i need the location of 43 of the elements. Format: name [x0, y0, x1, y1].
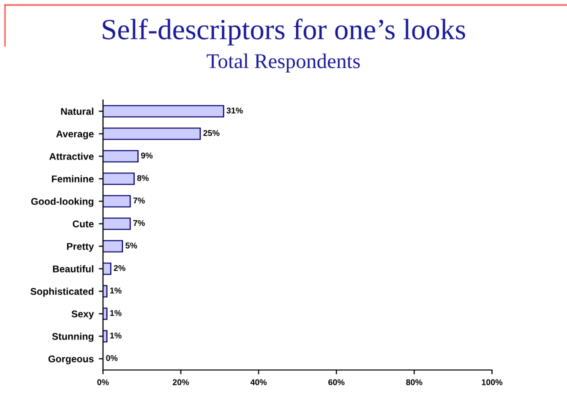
- y-tick-label: Feminine: [52, 175, 94, 182]
- bar: [103, 308, 108, 320]
- bar: [103, 172, 135, 185]
- chart-subtitle: Total Respondents: [206, 54, 360, 72]
- x-tick-label: 20%: [172, 379, 189, 386]
- x-tick-label: 0%: [97, 379, 109, 386]
- bar: [103, 195, 131, 208]
- y-tick-label: Good-looking: [31, 198, 94, 207]
- bar: [103, 128, 201, 140]
- x-tick-label: 40%: [250, 379, 267, 386]
- bar: [103, 218, 131, 230]
- data-label: 0%: [106, 355, 118, 361]
- data-label: 1%: [110, 310, 122, 316]
- y-tick-label: Beautiful: [53, 265, 94, 272]
- y-tick-label: Average: [56, 130, 94, 140]
- y-tick-label: Sexy: [72, 310, 94, 320]
- data-label: 2%: [114, 265, 126, 271]
- chart-title: Self-descriptors for one’s looks: [102, 18, 466, 46]
- x-tick-label: 100%: [482, 379, 502, 386]
- bar: [103, 105, 224, 118]
- y-tick-label: Sophisticated: [30, 288, 94, 297]
- bar: [103, 262, 112, 275]
- data-label: 1%: [110, 332, 122, 338]
- bar: [103, 240, 124, 252]
- y-tick-label: Stunning: [52, 332, 94, 342]
- y-tick-label: Pretty: [67, 243, 94, 252]
- data-label: 31%: [226, 108, 243, 114]
- y-tick-label: Gorgeous: [48, 355, 94, 364]
- bar: [103, 285, 108, 298]
- data-label: 1%: [110, 288, 122, 294]
- y-tick-label: Natural: [61, 108, 94, 115]
- data-label: 8%: [137, 175, 149, 181]
- data-label: 9%: [141, 152, 153, 158]
- x-tick-label: 80%: [406, 379, 422, 386]
- data-label: 25%: [203, 130, 220, 136]
- y-tick-label: Attractive: [49, 152, 94, 160]
- bar: [103, 150, 139, 162]
- data-label: 7%: [133, 220, 145, 226]
- x-tick-label: 60%: [328, 379, 345, 386]
- data-label: 5%: [125, 242, 138, 248]
- y-tick-label: Cute: [72, 220, 94, 228]
- data-label: 7%: [133, 198, 145, 204]
- bar: [103, 330, 108, 342]
